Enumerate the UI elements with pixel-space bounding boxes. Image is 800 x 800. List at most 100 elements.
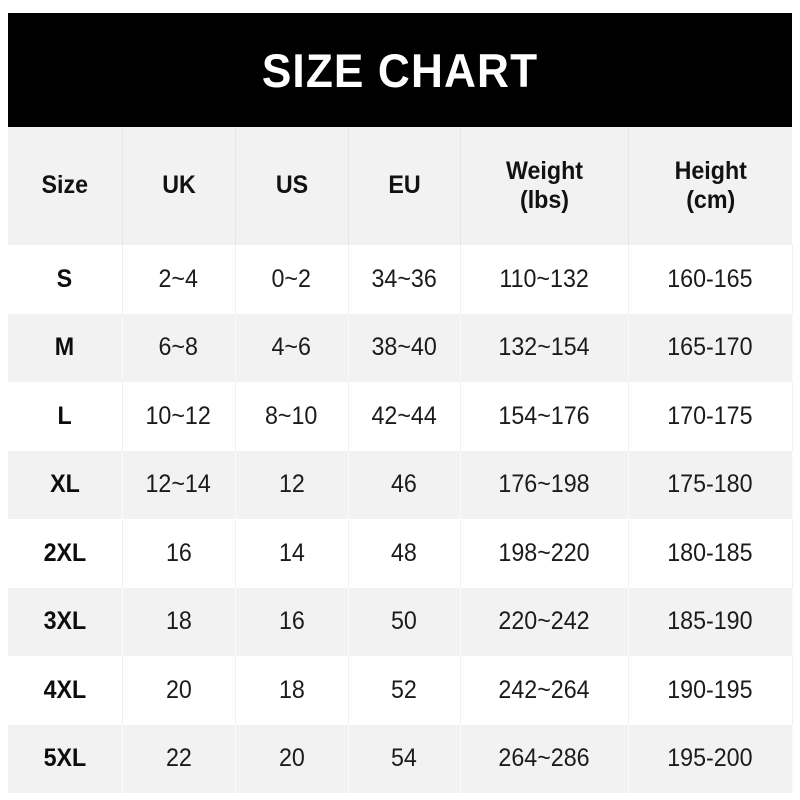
cell-value: 12~14 — [145, 470, 212, 499]
cell-height: 180-185 — [628, 519, 793, 588]
cell-value: 46 — [391, 470, 417, 499]
header-row: Size UK US EU Weight (lbs) Height (cm) — [8, 127, 792, 245]
cell-height: 190-195 — [628, 656, 793, 725]
cell-value: L — [57, 401, 72, 430]
cell-value: 3XL — [43, 607, 87, 636]
cell-size: L — [8, 382, 123, 451]
column-header-label: Size — [41, 171, 89, 200]
cell-value: 2XL — [43, 538, 87, 567]
cell-size: S — [8, 245, 123, 314]
cell-value: 38~40 — [371, 333, 437, 362]
cell-size: M — [8, 313, 123, 382]
cell-value: M — [55, 333, 75, 362]
cell-value: 190-195 — [667, 675, 753, 704]
cell-height: 185-190 — [628, 587, 793, 656]
cell-value: 4XL — [43, 675, 87, 704]
cell-us: 14 — [235, 519, 349, 588]
cell-value: 18 — [165, 607, 192, 636]
cell-us: 4~6 — [235, 313, 349, 382]
column-header-label: US — [275, 171, 308, 200]
column-header-uk: UK — [122, 127, 236, 245]
cell-size: 3XL — [8, 587, 123, 656]
cell-value: 20 — [278, 744, 305, 773]
cell-value: 154~176 — [498, 401, 590, 430]
cell-value: 54 — [391, 744, 417, 773]
cell-value: 180-185 — [667, 538, 753, 567]
cell-uk: 16 — [122, 519, 236, 588]
cell-value: 6~8 — [158, 333, 199, 362]
cell-uk: 2~4 — [122, 245, 236, 314]
cell-value: 185-190 — [667, 607, 753, 636]
table-row: L 10~12 8~10 42~44 154~176 170-175 — [8, 382, 793, 451]
cell-value: 264~286 — [498, 744, 590, 773]
cell-value: 0~2 — [271, 264, 312, 293]
cell-uk: 10~12 — [122, 382, 236, 451]
cell-value: 4~6 — [271, 333, 312, 362]
cell-value: 16 — [165, 538, 192, 567]
cell-value: 50 — [391, 607, 417, 636]
column-header-label: Height — [674, 156, 747, 185]
cell-eu: 54 — [348, 724, 461, 793]
cell-eu: 42~44 — [348, 382, 461, 451]
cell-weight: 198~220 — [460, 519, 629, 588]
cell-height: 195-200 — [628, 724, 793, 793]
table-body: S 2~4 0~2 34~36 110~132 160-165 M 6~8 4~6 38~40 13… — [8, 245, 793, 793]
cell-value: 175-180 — [667, 470, 753, 499]
cell-value: 48 — [391, 538, 417, 567]
cell-value: 132~154 — [498, 333, 590, 362]
cell-size: 4XL — [8, 656, 123, 725]
column-header-label: UK — [161, 171, 196, 200]
cell-uk: 20 — [122, 656, 236, 725]
table-header: Size UK US EU Weight (lbs) Height (cm) — [8, 127, 792, 245]
cell-value: 195-200 — [667, 744, 753, 773]
cell-size: XL — [8, 450, 123, 519]
cell-weight: 154~176 — [460, 382, 629, 451]
table-row: 5XL 22 20 54 264~286 195-200 — [8, 724, 793, 793]
cell-weight: 220~242 — [460, 587, 629, 656]
column-header-us: US — [235, 127, 349, 245]
column-header-size: Size — [8, 127, 123, 245]
cell-value: 198~220 — [498, 538, 590, 567]
cell-value: 170-175 — [667, 401, 753, 430]
cell-uk: 22 — [122, 724, 236, 793]
cell-value: 18 — [278, 675, 305, 704]
cell-us: 0~2 — [235, 245, 349, 314]
table-row: 4XL 20 18 52 242~264 190-195 — [8, 656, 793, 725]
cell-value: XL — [49, 470, 80, 499]
cell-uk: 18 — [122, 587, 236, 656]
cell-eu: 46 — [348, 450, 461, 519]
cell-eu: 48 — [348, 519, 461, 588]
cell-value: 242~264 — [498, 675, 590, 704]
cell-eu: 38~40 — [348, 313, 461, 382]
column-header-weight: Weight (lbs) — [460, 127, 629, 245]
title-band: SIZE CHART — [8, 13, 792, 127]
size-table: Size UK US EU Weight (lbs) Height (cm) S 2~4 0~2 3… — [8, 127, 793, 793]
cell-height: 165-170 — [628, 313, 793, 382]
page-title: SIZE CHART — [261, 43, 539, 97]
cell-value: 34~36 — [371, 264, 437, 293]
table-row: XL 12~14 12 46 176~198 175-180 — [8, 450, 793, 519]
cell-uk: 6~8 — [122, 313, 236, 382]
cell-us: 20 — [235, 724, 349, 793]
cell-value: 165-170 — [667, 333, 753, 362]
cell-value: 22 — [165, 744, 192, 773]
cell-eu: 52 — [348, 656, 461, 725]
column-header-label: Weight — [505, 156, 583, 185]
cell-value: 8~10 — [265, 401, 318, 430]
column-header-eu: EU — [348, 127, 461, 245]
cell-value: 42~44 — [371, 401, 437, 430]
cell-value: 176~198 — [498, 470, 590, 499]
table-row: 3XL 18 16 50 220~242 185-190 — [8, 587, 793, 656]
cell-weight: 132~154 — [460, 313, 629, 382]
cell-size: 5XL — [8, 724, 123, 793]
table-row: 2XL 16 14 48 198~220 180-185 — [8, 519, 793, 588]
cell-weight: 264~286 — [460, 724, 629, 793]
cell-us: 8~10 — [235, 382, 349, 451]
table-row: S 2~4 0~2 34~36 110~132 160-165 — [8, 245, 793, 314]
cell-value: 110~132 — [499, 264, 589, 293]
cell-value: 16 — [278, 607, 305, 636]
cell-value: 160-165 — [667, 264, 753, 293]
cell-eu: 34~36 — [348, 245, 461, 314]
cell-value: 10~12 — [145, 401, 212, 430]
